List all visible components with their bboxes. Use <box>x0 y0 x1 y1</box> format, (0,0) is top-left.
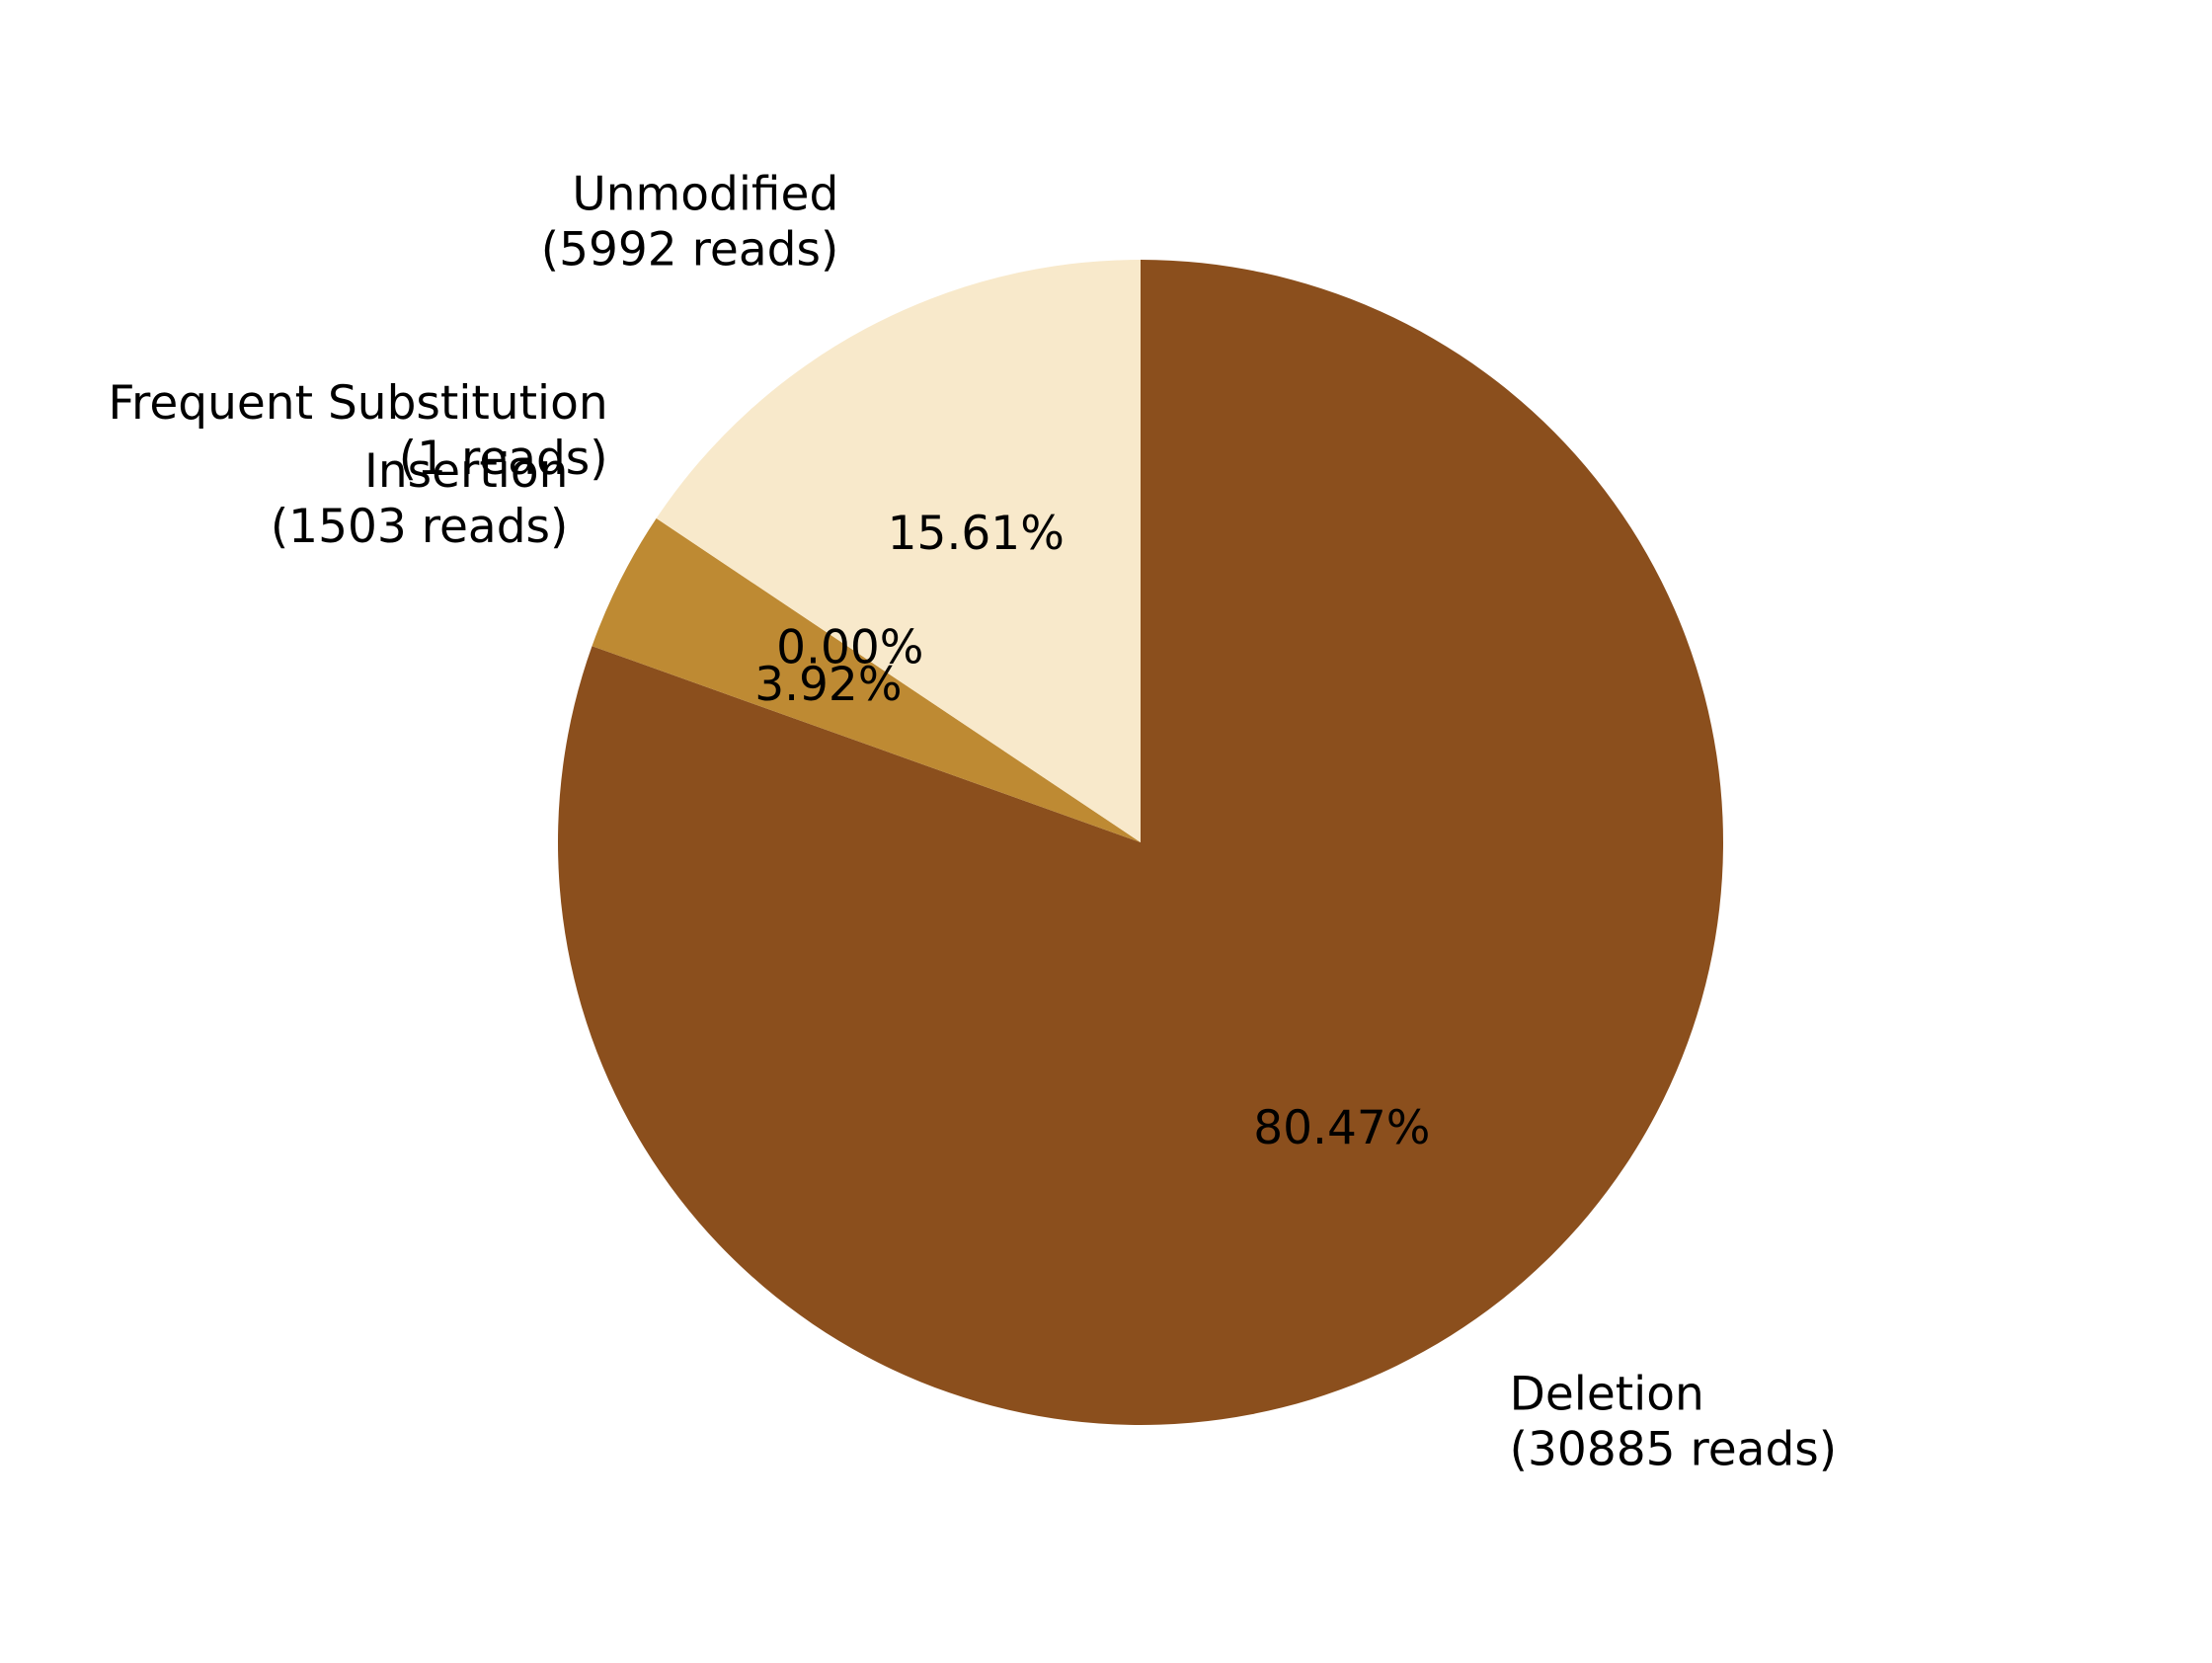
labels-layer: 80.47% Deletion(30885 reads) 3.92% Insertio… <box>108 168 1837 1477</box>
slices-layer <box>558 260 1724 1425</box>
slice-frequent-substitution <box>656 517 1141 842</box>
slice-reads-unmodified: (5992 reads) <box>541 223 839 277</box>
slice-label-frequent-substitution: Frequent Substitution <box>108 376 607 431</box>
slice-label-insertion: Insertion <box>364 444 568 499</box>
percent-label-frequent-substitution: 0.00% <box>776 621 923 675</box>
percent-label-unmodified: 15.61% <box>888 507 1065 561</box>
slice-unmodified <box>656 260 1141 842</box>
slice-label-deletion: Deletion <box>1510 1368 1704 1422</box>
slice-reads-insertion: (1503 reads) <box>271 500 569 554</box>
percent-label-insertion: 3.92% <box>754 658 902 712</box>
slice-insertion <box>592 517 1141 842</box>
slice-reads-frequent-substitution: (1 reads) <box>399 432 608 486</box>
percent-label-deletion: 80.47% <box>1253 1101 1430 1155</box>
slice-label-unmodified: Unmodified <box>572 168 838 222</box>
slice-reads-deletion: (30885 reads) <box>1510 1423 1837 1477</box>
